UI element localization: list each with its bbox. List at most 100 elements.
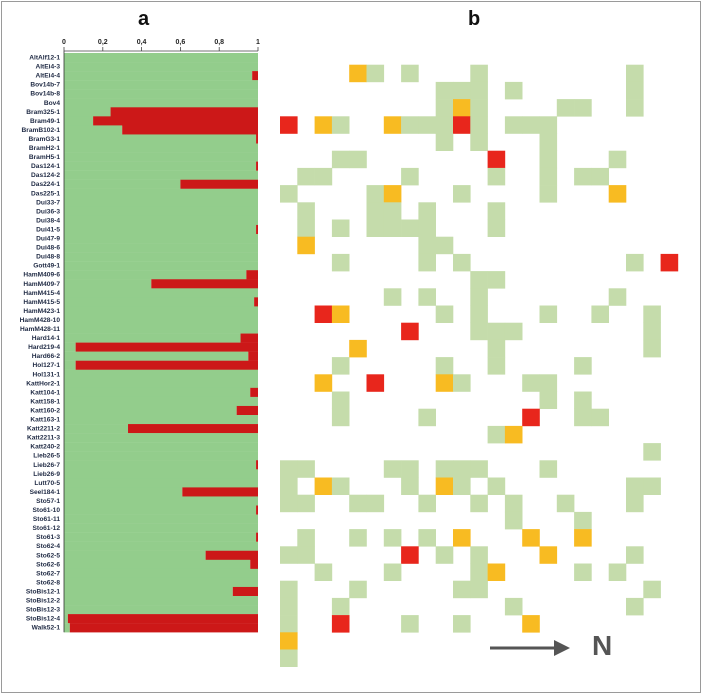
cell-light-green xyxy=(435,305,454,323)
bar-segment-green xyxy=(64,387,251,398)
cell-light-green xyxy=(435,81,454,100)
category-label: Katt2211-3 xyxy=(27,435,60,442)
bar-segment-green xyxy=(64,62,258,72)
cell-light-green xyxy=(591,408,609,427)
category-label: Lieb26-5 xyxy=(33,453,60,460)
cell-red xyxy=(487,150,506,169)
cell-light-green xyxy=(487,477,506,495)
cell-light-green xyxy=(487,167,506,186)
cell-light-green xyxy=(366,185,385,203)
bar-segment-green xyxy=(64,541,258,551)
category-label: StoBis12-2 xyxy=(26,598,60,605)
cell-light-green xyxy=(470,305,488,323)
cell-light-green xyxy=(280,649,298,667)
category-label: Dui38-4 xyxy=(36,217,60,224)
cell-light-green xyxy=(504,511,523,530)
bar-segment-green xyxy=(64,614,68,624)
cell-light-green xyxy=(280,477,298,495)
cell-light-green xyxy=(643,339,661,358)
bar-segment-green xyxy=(64,306,258,316)
cell-light-green xyxy=(574,167,592,186)
bar-segment-green xyxy=(64,605,258,615)
cell-light-green xyxy=(487,271,506,289)
cell-light-green xyxy=(280,494,298,513)
cell-light-green xyxy=(297,494,315,513)
bar-segment-red xyxy=(67,614,258,624)
bar-segment-green xyxy=(64,279,152,289)
category-label: Katt163-1 xyxy=(30,417,60,424)
category-label: Sto62-4 xyxy=(36,543,60,550)
cell-light-green xyxy=(401,460,419,478)
cell-light-green xyxy=(383,563,402,581)
cell-light-green xyxy=(470,288,488,306)
bar-segment-green xyxy=(64,396,258,407)
bar-segment-green xyxy=(64,415,258,425)
bar-segment-red xyxy=(256,161,258,171)
bar-segment-green xyxy=(64,261,258,271)
cell-light-green xyxy=(470,546,488,564)
bar-segment-red xyxy=(256,134,258,144)
category-label: Sto61-3 xyxy=(36,534,60,541)
category-label: Sto62-8 xyxy=(36,579,60,586)
cell-light-green xyxy=(297,460,315,478)
cell-light-green xyxy=(453,253,471,272)
category-label: Katt240-2 xyxy=(30,444,60,451)
cell-light-green xyxy=(314,563,333,581)
panel-label-b: b xyxy=(468,8,481,30)
cell-orange xyxy=(383,116,402,134)
cell-light-green xyxy=(401,64,419,83)
cell-light-green xyxy=(383,460,402,478)
cell-orange xyxy=(383,185,402,203)
cell-light-green xyxy=(539,305,558,323)
category-label: StoBis12-4 xyxy=(26,616,60,623)
bar-segment-red xyxy=(182,487,258,497)
cell-light-green xyxy=(280,546,298,564)
bar-segment-green xyxy=(64,116,94,126)
category-label: Hard219-4 xyxy=(28,344,60,351)
cell-light-green xyxy=(366,202,385,220)
bar-segment-green xyxy=(64,89,258,99)
bar-segment-red xyxy=(93,116,258,126)
bar-segment-red xyxy=(248,351,258,361)
category-label: Lieb26-7 xyxy=(33,462,60,469)
cell-light-green xyxy=(487,202,506,220)
cell-light-green xyxy=(331,597,350,616)
category-label: Dui48-6 xyxy=(36,245,60,252)
cell-light-green xyxy=(591,305,609,323)
category-label: Bov4 xyxy=(44,100,60,107)
category-label: Bov14b-7 xyxy=(30,82,60,89)
cell-light-green xyxy=(470,64,488,83)
bar-segment-green xyxy=(64,351,249,361)
x-tick-label: 1 xyxy=(256,39,260,46)
bar-segment-green xyxy=(64,215,258,226)
cell-light-green xyxy=(349,150,367,169)
bar-segment-green xyxy=(64,297,255,307)
stacked-bar-chart: 0 0,2 0,4 0,6 0,8 1 AltAlf12-1 AltEi4-3 AltEi4-4… xyxy=(20,39,260,633)
cell-orange xyxy=(349,64,367,83)
bar-segment-green xyxy=(64,523,258,533)
cell-light-green xyxy=(418,219,436,237)
bar-segment-green xyxy=(64,107,111,117)
bar-segment-green xyxy=(64,360,76,370)
bar-segment-green xyxy=(64,559,251,570)
bar-segment-green xyxy=(64,152,258,162)
category-label: Lieb26-9 xyxy=(33,471,60,478)
cell-light-green xyxy=(297,546,315,564)
cell-light-green xyxy=(331,477,350,495)
x-tick-label: 0,2 xyxy=(98,39,108,46)
cell-light-green xyxy=(418,202,436,220)
cell-light-green xyxy=(539,116,558,134)
cell-light-green xyxy=(539,374,558,392)
bar-segment-green xyxy=(64,333,241,343)
category-label: HamM428-11 xyxy=(20,326,60,333)
cell-light-green xyxy=(539,391,558,409)
bar-segment-red xyxy=(256,532,258,542)
north-arrow-head xyxy=(554,640,570,656)
category-label: Bov14b-8 xyxy=(30,91,60,98)
cell-orange xyxy=(522,615,540,633)
category-label: Dui41-5 xyxy=(36,226,60,233)
bar-segment-green xyxy=(64,568,258,579)
category-label: Hol127-1 xyxy=(33,362,61,369)
cell-light-green xyxy=(383,288,402,306)
